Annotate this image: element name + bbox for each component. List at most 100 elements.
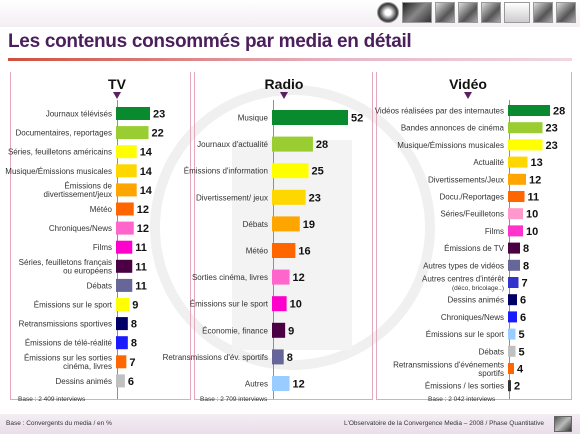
footer: Base : Convergents du media / en % L'Obs… <box>0 414 580 434</box>
video-bar <box>508 294 517 306</box>
radio-category-label: Émissions d'information <box>184 167 268 176</box>
video-category-label: Musique/Émissions musicales <box>397 141 504 150</box>
radio-category-label: Sorties cinéma, livres <box>192 273 268 282</box>
tv-bar <box>116 145 137 159</box>
video-value-label: 4 <box>517 364 524 376</box>
video-bar <box>508 363 514 374</box>
radio-bar <box>272 110 348 125</box>
video-category-label: Chroniques/News <box>441 313 504 322</box>
tv-category-label: Musique/Émissions musicales <box>5 167 112 176</box>
tv-title: TV <box>108 76 126 92</box>
tv-bar <box>116 336 128 350</box>
video-bar <box>508 156 528 168</box>
tv-value-label: 11 <box>135 261 147 273</box>
tv-value-label: 8 <box>131 338 137 350</box>
tv-bar <box>116 374 125 388</box>
radio-bar <box>272 322 286 338</box>
radio-title: Radio <box>264 76 304 92</box>
radio-value-label: 52 <box>351 113 363 125</box>
media-thumbnails <box>377 2 576 23</box>
video-bar <box>508 328 516 340</box>
video-category-label: Émissions sur le sport <box>426 330 505 339</box>
tv-category-label: Documentaires, reportages <box>16 129 113 138</box>
video-category-label: Actualité <box>473 158 504 167</box>
radio-value-label: 8 <box>287 352 293 364</box>
tv-bar <box>116 317 128 331</box>
video-category-label: Docu./Reportages <box>440 193 504 202</box>
radio-category-label: Débats <box>243 220 268 229</box>
tv-category-label: Météo <box>90 205 113 214</box>
tv-bar <box>116 126 149 140</box>
tv-category-label: Chroniques/News <box>49 224 112 233</box>
tv-category-label: Séries, feuilletons français ou européens <box>19 258 112 276</box>
video-category-label: Divertissements/Jeux <box>428 175 504 184</box>
video-category-label: Bandes annonces de cinéma <box>401 124 505 133</box>
radio-value-label: 10 <box>290 299 302 311</box>
tv-value-label: 9 <box>132 300 138 312</box>
footer-left: Base : Convergents du media / en % <box>6 420 112 427</box>
video-value-label: 6 <box>520 295 526 307</box>
tv-value-label: 11 <box>135 242 147 254</box>
video-bar <box>508 122 543 134</box>
video-value-label: 5 <box>519 329 525 341</box>
radio-bar <box>272 349 284 365</box>
video-bar <box>508 380 511 392</box>
video-value-label: 23 <box>546 123 558 135</box>
radio-value-label: 9 <box>288 325 294 337</box>
radio-category-label: Émissions sur le sport <box>190 300 269 309</box>
tv-bar <box>116 278 133 292</box>
video-bar <box>508 208 523 220</box>
tv-category-label: Débats <box>87 281 112 290</box>
video-category-label: Autres centres d'intérêt (déco, bricolage… <box>422 274 505 292</box>
tv-value-label: 12 <box>137 223 149 235</box>
video-value-label: 28 <box>553 106 565 118</box>
video-value-label: 13 <box>531 157 543 169</box>
video-category-label: Dessins animés <box>448 296 504 305</box>
tv-category-label: Films <box>93 243 112 252</box>
video-category-label: Vidéos réalisées par des internautes <box>375 107 504 116</box>
radio-arrow-icon <box>280 92 288 99</box>
tv-value-label: 12 <box>137 204 149 216</box>
tv-value-label: 11 <box>135 280 147 292</box>
video-value-label: 8 <box>523 243 529 255</box>
person-thumbnail-icon <box>435 2 455 23</box>
title-underline <box>8 58 572 61</box>
tv-value-label: 23 <box>153 109 165 121</box>
video-value-label: 7 <box>522 278 528 290</box>
radio-bar <box>272 216 300 232</box>
video-category-label: Retransmissions d'événements sportifs <box>393 360 504 378</box>
video-value-label: 10 <box>526 209 538 221</box>
radio-value-label: 19 <box>303 219 315 231</box>
video-category-label: Séries/Feuilletons <box>440 210 504 219</box>
tv-thumbnail-icon <box>402 2 432 23</box>
video-value-label: 8 <box>523 260 529 272</box>
tv-bar <box>116 221 134 235</box>
video-bar <box>508 345 516 357</box>
phone-thumbnail-icon <box>481 2 501 23</box>
radio-value-label: 12 <box>293 272 305 284</box>
radio-bar <box>272 243 296 258</box>
tv-bar <box>116 164 137 178</box>
video-value-label: 5 <box>519 346 525 358</box>
video-category-label: Débats <box>479 347 504 356</box>
hand-thumbnail-icon <box>533 2 553 23</box>
tv-bar <box>116 202 134 216</box>
radio-value-label: 23 <box>309 192 321 204</box>
background-watermark <box>150 85 435 370</box>
video-bar <box>508 277 519 288</box>
video-value-label: 12 <box>529 174 541 186</box>
video-category-label: Films <box>485 227 504 236</box>
tv-base-note: Base : 2 409 interviews <box>18 396 86 403</box>
radio-value-label: 12 <box>293 379 305 391</box>
radio-thumbnail-icon <box>377 2 399 23</box>
tv-bar <box>116 240 133 254</box>
video-title: Vidéo <box>449 76 487 92</box>
tv-category-label: Dessins animés <box>56 377 112 386</box>
radio-bar <box>272 376 290 391</box>
tv-value-label: 14 <box>140 147 153 159</box>
newspaper-thumbnail-icon <box>458 2 478 23</box>
top-banner <box>0 0 580 27</box>
tv-value-label: 6 <box>128 376 134 388</box>
page-title: Les contenus consommés par media en déta… <box>8 31 412 52</box>
footer-right: L'Observatoire de la Convergence Media –… <box>344 420 544 427</box>
